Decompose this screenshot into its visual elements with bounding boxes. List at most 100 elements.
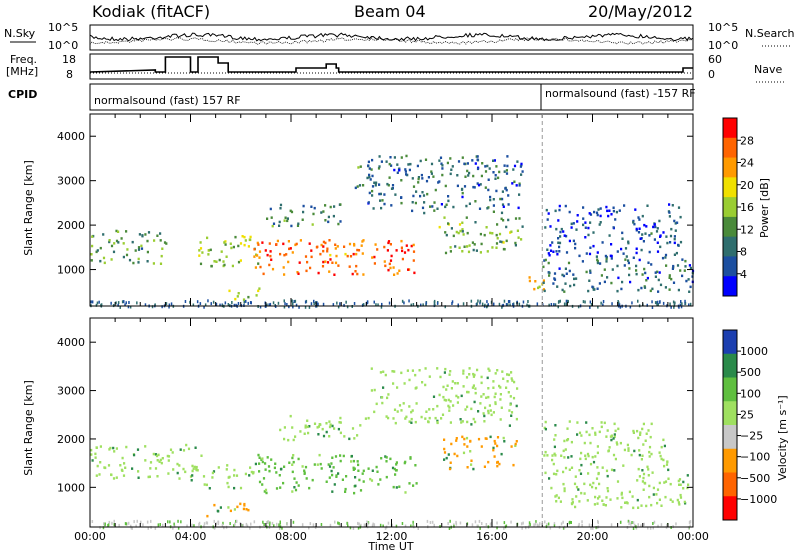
data-cell — [565, 302, 568, 306]
data-cell — [378, 165, 381, 168]
data-cell — [472, 384, 475, 387]
data-cell — [290, 224, 293, 228]
data-cell — [146, 520, 149, 524]
data-cell — [331, 490, 334, 493]
data-cell — [554, 424, 557, 427]
data-cell — [607, 214, 610, 218]
data-cell — [658, 219, 661, 223]
data-cell — [669, 234, 673, 238]
data-cell — [328, 425, 332, 429]
data-cell — [278, 527, 281, 530]
data-cell — [572, 222, 575, 225]
data-cell — [591, 485, 594, 489]
data-cell — [576, 214, 579, 217]
data-cell — [328, 476, 331, 479]
data-cell — [339, 203, 342, 206]
noise-tick-left-bottom: 10^0 — [48, 39, 78, 52]
data-cell — [595, 211, 599, 214]
data-cell — [304, 426, 307, 429]
data-cell — [373, 523, 376, 527]
data-cell — [499, 393, 502, 396]
data-cell — [332, 303, 335, 307]
data-cell — [320, 243, 323, 247]
data-cell — [562, 274, 566, 278]
data-cell — [444, 251, 448, 255]
data-cell — [182, 467, 185, 471]
data-cell — [418, 369, 421, 372]
data-cell — [354, 186, 357, 190]
data-cell — [490, 522, 493, 525]
data-cell — [571, 502, 574, 506]
data-cell — [515, 417, 518, 421]
data-cell — [675, 522, 677, 526]
data-cell — [659, 283, 663, 287]
data-cell — [461, 230, 464, 233]
data-cell — [131, 240, 134, 244]
data-cell — [290, 210, 294, 214]
data-cell — [381, 396, 384, 399]
data-cell — [522, 300, 525, 304]
data-cell — [94, 452, 97, 456]
data-cell — [196, 300, 199, 304]
data-cell — [616, 250, 619, 253]
data-cell — [636, 429, 639, 433]
data-cell — [443, 458, 446, 461]
data-cell — [235, 474, 239, 477]
velocity-ylabel: Slant Range [km] — [22, 380, 35, 476]
data-cell — [358, 184, 362, 187]
data-cell — [249, 466, 252, 469]
data-cell — [388, 262, 391, 266]
scatter-region — [543, 420, 670, 476]
data-cell — [609, 498, 612, 501]
data-cell — [544, 427, 547, 431]
data-cell — [391, 466, 395, 470]
data-cell — [400, 246, 403, 249]
data-cell — [204, 303, 207, 307]
data-cell — [507, 300, 510, 303]
data-cell — [357, 463, 360, 467]
data-cell — [165, 242, 168, 245]
data-cell — [476, 524, 479, 528]
data-cell — [624, 258, 627, 261]
data-cell — [624, 501, 627, 504]
data-cell — [284, 216, 287, 219]
data-cell — [396, 272, 399, 275]
data-cell — [330, 462, 333, 465]
data-cell — [566, 427, 569, 430]
data-cell — [447, 453, 450, 456]
data-cell — [640, 504, 643, 507]
data-cell — [647, 468, 650, 471]
data-cell — [304, 465, 308, 469]
data-cell — [456, 401, 459, 404]
data-cell — [641, 427, 644, 431]
data-cell — [498, 384, 501, 388]
data-cell — [487, 188, 490, 192]
data-cell — [643, 223, 646, 227]
data-cell — [461, 221, 464, 224]
data-cell — [111, 521, 113, 525]
data-cell — [324, 241, 327, 245]
data-cell — [375, 181, 378, 184]
data-cell — [665, 235, 668, 238]
data-cell — [478, 519, 481, 523]
data-cell — [518, 182, 521, 185]
data-cell — [233, 474, 236, 477]
data-cell — [118, 523, 120, 527]
data-cell — [355, 264, 358, 268]
data-cell — [243, 300, 245, 304]
data-cell — [283, 219, 286, 222]
data-cell — [504, 187, 507, 190]
data-cell — [561, 288, 564, 292]
data-cell — [275, 471, 278, 474]
data-cell — [514, 244, 517, 247]
data-cell — [168, 303, 171, 307]
data-cell — [494, 372, 497, 375]
data-cell — [239, 502, 242, 506]
data-cell — [679, 240, 683, 244]
data-cell — [421, 191, 424, 194]
data-cell — [393, 156, 396, 159]
data-cell — [401, 257, 404, 261]
colorbar-swatch — [723, 177, 737, 198]
data-cell — [553, 278, 557, 281]
data-cell — [654, 275, 657, 278]
